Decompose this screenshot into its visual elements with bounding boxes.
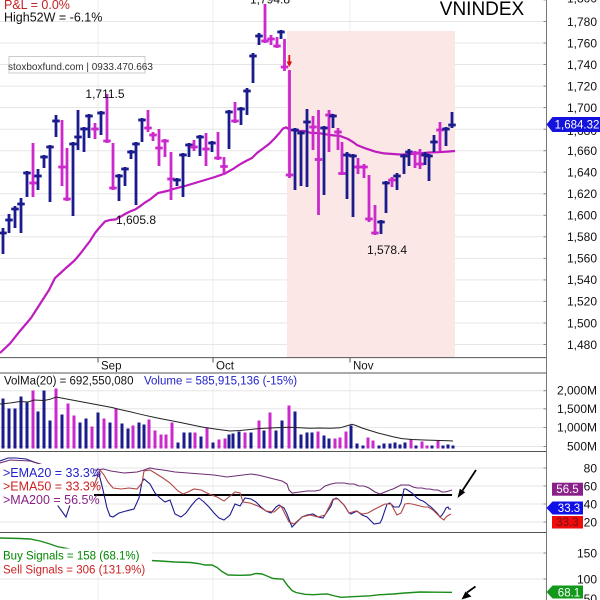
svg-text:Buy Signals = 158 (68.1%): Buy Signals = 158 (68.1%) <box>3 550 140 562</box>
svg-text:80: 80 <box>584 462 598 476</box>
svg-text:Sell Signals = 306 (131.9%): Sell Signals = 306 (131.9%) <box>3 564 145 576</box>
svg-text:High52W = -6.1%: High52W = -6.1% <box>4 11 102 25</box>
svg-text:20: 20 <box>584 516 598 530</box>
svg-text:1,740: 1,740 <box>567 58 597 72</box>
svg-text:Volume = 585,915,136 (-15%): Volume = 585,915,136 (-15%) <box>144 375 297 387</box>
svg-text:1,480: 1,480 <box>567 338 597 352</box>
svg-text:1,560: 1,560 <box>567 252 597 266</box>
svg-text:56.5: 56.5 <box>556 484 578 496</box>
svg-text:1,500: 1,500 <box>567 316 597 330</box>
svg-text:50: 50 <box>584 592 598 600</box>
svg-text:P&L = 0.0%: P&L = 0.0% <box>4 0 70 12</box>
svg-text:1,700: 1,700 <box>567 101 597 115</box>
svg-text:33.3: 33.3 <box>558 503 580 515</box>
svg-text:1,578.4: 1,578.4 <box>367 243 407 257</box>
svg-text:VNINDEX: VNINDEX <box>440 0 525 20</box>
svg-text:VolMa(20) = 692,550,080: VolMa(20) = 692,550,080 <box>4 375 133 387</box>
svg-text:1,620: 1,620 <box>567 187 597 201</box>
svg-text:1,794.8: 1,794.8 <box>250 0 290 7</box>
svg-text:1,760: 1,760 <box>567 36 597 50</box>
svg-text:1,800: 1,800 <box>567 0 597 6</box>
svg-text:1,720: 1,720 <box>567 79 597 93</box>
svg-text:>EMA50 = 33.3%: >EMA50 = 33.3% <box>3 480 101 494</box>
svg-text:1,580: 1,580 <box>567 230 597 244</box>
svg-text:40: 40 <box>584 498 598 512</box>
svg-text:1,000M: 1,000M <box>557 421 597 435</box>
svg-text:1,684.32: 1,684.32 <box>555 120 600 132</box>
svg-text:>MA200 = 56.5%: >MA200 = 56.5% <box>3 493 100 507</box>
svg-text:100: 100 <box>577 573 597 587</box>
svg-text:150: 150 <box>577 547 597 561</box>
svg-text:Oct: Oct <box>216 360 235 372</box>
svg-text:1,500M: 1,500M <box>557 402 597 416</box>
svg-text:2,000M: 2,000M <box>557 384 597 398</box>
svg-text:stoxboxfund.com | 0933.470.663: stoxboxfund.com | 0933.470.663 <box>8 62 153 73</box>
svg-text:1,640: 1,640 <box>567 166 597 180</box>
svg-text:1,520: 1,520 <box>567 295 597 309</box>
svg-text:Sep: Sep <box>101 360 121 372</box>
svg-text:33.3: 33.3 <box>556 517 578 529</box>
svg-text:1,600: 1,600 <box>567 209 597 223</box>
svg-text:Nov: Nov <box>353 360 374 372</box>
svg-text:1,711.5: 1,711.5 <box>85 87 124 101</box>
svg-text:1,605.8: 1,605.8 <box>116 213 156 227</box>
svg-text:1,780: 1,780 <box>567 15 597 29</box>
svg-text:500M: 500M <box>567 440 597 454</box>
svg-text:68.1: 68.1 <box>558 587 580 599</box>
svg-text:1,540: 1,540 <box>567 273 597 287</box>
svg-text:>EMA20 = 33.3%: >EMA20 = 33.3% <box>3 466 101 480</box>
svg-text:60: 60 <box>584 480 598 494</box>
svg-text:1,660: 1,660 <box>567 144 597 158</box>
